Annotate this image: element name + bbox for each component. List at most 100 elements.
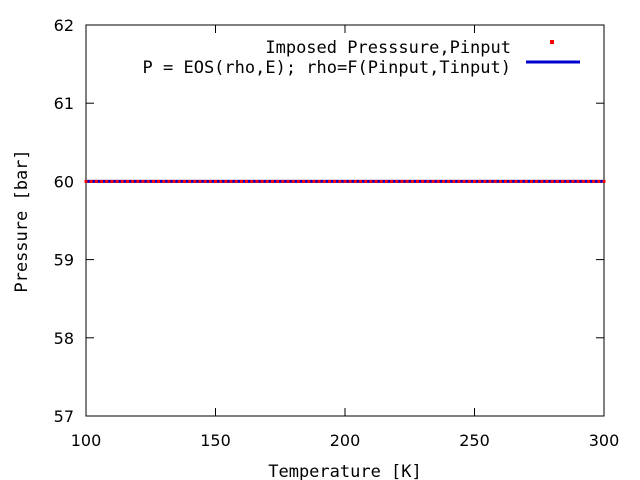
data-point-imposed-pressure bbox=[188, 179, 192, 183]
data-point-imposed-pressure bbox=[281, 179, 285, 183]
legend-label-imposed-pressure: Imposed Presssure,Pinput bbox=[265, 38, 511, 58]
data-point-imposed-pressure bbox=[509, 179, 513, 183]
data-point-imposed-pressure bbox=[493, 179, 497, 183]
data-point-imposed-pressure bbox=[105, 179, 109, 183]
data-point-imposed-pressure bbox=[441, 179, 445, 183]
data-point-imposed-pressure bbox=[94, 179, 98, 183]
data-point-imposed-pressure bbox=[545, 179, 549, 183]
data-point-imposed-pressure bbox=[172, 179, 176, 183]
data-point-imposed-pressure bbox=[203, 179, 207, 183]
data-point-imposed-pressure bbox=[421, 179, 425, 183]
data-point-imposed-pressure bbox=[333, 179, 337, 183]
data-point-imposed-pressure bbox=[286, 179, 290, 183]
data-point-imposed-pressure bbox=[524, 179, 528, 183]
x-tick-label: 250 bbox=[459, 431, 490, 450]
x-axis-label: Temperature [K] bbox=[268, 462, 422, 480]
y-tick-label: 62 bbox=[54, 16, 74, 35]
data-point-imposed-pressure bbox=[343, 179, 347, 183]
data-point-imposed-pressure bbox=[379, 179, 383, 183]
data-point-imposed-pressure bbox=[151, 179, 155, 183]
data-point-imposed-pressure bbox=[276, 179, 280, 183]
data-point-imposed-pressure bbox=[426, 179, 430, 183]
data-point-imposed-pressure bbox=[452, 179, 456, 183]
data-point-imposed-pressure bbox=[229, 179, 233, 183]
data-point-imposed-pressure bbox=[384, 179, 388, 183]
data-point-imposed-pressure bbox=[100, 179, 104, 183]
data-point-imposed-pressure bbox=[431, 179, 435, 183]
data-point-imposed-pressure bbox=[302, 179, 306, 183]
x-tick-label: 100 bbox=[71, 431, 102, 450]
data-point-imposed-pressure bbox=[167, 179, 171, 183]
data-point-imposed-pressure bbox=[581, 179, 585, 183]
data-point-imposed-pressure bbox=[162, 179, 166, 183]
data-point-imposed-pressure bbox=[120, 179, 124, 183]
axis-ticks bbox=[86, 25, 604, 416]
data-point-imposed-pressure bbox=[131, 179, 135, 183]
data-point-imposed-pressure bbox=[467, 179, 471, 183]
data-point-imposed-pressure bbox=[141, 179, 145, 183]
data-point-imposed-pressure bbox=[110, 179, 114, 183]
data-point-imposed-pressure bbox=[245, 179, 249, 183]
data-point-imposed-pressure bbox=[125, 179, 129, 183]
y-tick-label: 59 bbox=[54, 251, 74, 270]
data-point-imposed-pressure bbox=[369, 179, 373, 183]
data-point-imposed-pressure bbox=[234, 179, 238, 183]
data-point-imposed-pressure bbox=[322, 179, 326, 183]
y-tick-label: 61 bbox=[54, 94, 74, 113]
data-point-imposed-pressure bbox=[239, 179, 243, 183]
data-point-imposed-pressure bbox=[374, 179, 378, 183]
data-point-imposed-pressure bbox=[566, 179, 570, 183]
data-point-imposed-pressure bbox=[115, 179, 119, 183]
data-point-imposed-pressure bbox=[219, 179, 223, 183]
x-tick-label: 200 bbox=[330, 431, 361, 450]
data-point-imposed-pressure bbox=[400, 179, 404, 183]
data-point-imposed-pressure bbox=[535, 179, 539, 183]
data-point-imposed-pressure bbox=[519, 179, 523, 183]
data-point-imposed-pressure bbox=[416, 179, 420, 183]
data-point-imposed-pressure bbox=[529, 179, 533, 183]
data-point-imposed-pressure bbox=[462, 179, 466, 183]
x-tick-label: 150 bbox=[200, 431, 231, 450]
data-point-imposed-pressure bbox=[182, 179, 186, 183]
data-point-imposed-pressure bbox=[157, 179, 161, 183]
data-point-imposed-pressure bbox=[410, 179, 414, 183]
data-point-imposed-pressure bbox=[550, 179, 554, 183]
data-point-imposed-pressure bbox=[592, 179, 596, 183]
legend-marker-imposed-pressure bbox=[550, 40, 554, 44]
data-point-imposed-pressure bbox=[265, 179, 269, 183]
legend-label-eos-pressure: P = EOS(rho,E); rho=F(Pinput,Tinput) bbox=[143, 58, 511, 78]
data-point-imposed-pressure bbox=[597, 179, 601, 183]
data-point-imposed-pressure bbox=[146, 179, 150, 183]
data-point-imposed-pressure bbox=[555, 179, 559, 183]
data-point-imposed-pressure bbox=[447, 179, 451, 183]
data-point-imposed-pressure bbox=[478, 179, 482, 183]
data-point-imposed-pressure bbox=[327, 179, 331, 183]
data-point-imposed-pressure bbox=[353, 179, 357, 183]
data-point-imposed-pressure bbox=[291, 179, 295, 183]
data-point-imposed-pressure bbox=[270, 179, 274, 183]
y-tick-label: 60 bbox=[54, 172, 74, 191]
legend: Imposed Presssure,Pinput P = EOS(rho,E);… bbox=[143, 38, 580, 78]
data-point-imposed-pressure bbox=[395, 179, 399, 183]
data-point-imposed-pressure bbox=[514, 179, 518, 183]
data-point-imposed-pressure bbox=[436, 179, 440, 183]
data-point-imposed-pressure bbox=[208, 179, 212, 183]
data-point-imposed-pressure bbox=[250, 179, 254, 183]
data-point-imposed-pressure bbox=[498, 179, 502, 183]
data-point-imposed-pressure bbox=[214, 179, 217, 183]
data-point-imposed-pressure bbox=[338, 179, 342, 183]
data-point-imposed-pressure bbox=[457, 179, 461, 183]
series-layer bbox=[84, 179, 606, 183]
data-point-imposed-pressure bbox=[296, 179, 300, 183]
data-point-imposed-pressure bbox=[561, 179, 565, 183]
data-point-imposed-pressure bbox=[488, 179, 492, 183]
data-point-imposed-pressure bbox=[364, 179, 368, 183]
data-point-imposed-pressure bbox=[405, 179, 409, 183]
y-tick-label: 57 bbox=[54, 407, 74, 426]
data-point-imposed-pressure bbox=[260, 179, 264, 183]
plot-frame bbox=[85, 24, 605, 417]
data-point-imposed-pressure bbox=[198, 179, 202, 183]
data-point-imposed-pressure bbox=[473, 179, 476, 183]
data-point-imposed-pressure bbox=[255, 179, 259, 183]
data-point-imposed-pressure bbox=[136, 179, 140, 183]
